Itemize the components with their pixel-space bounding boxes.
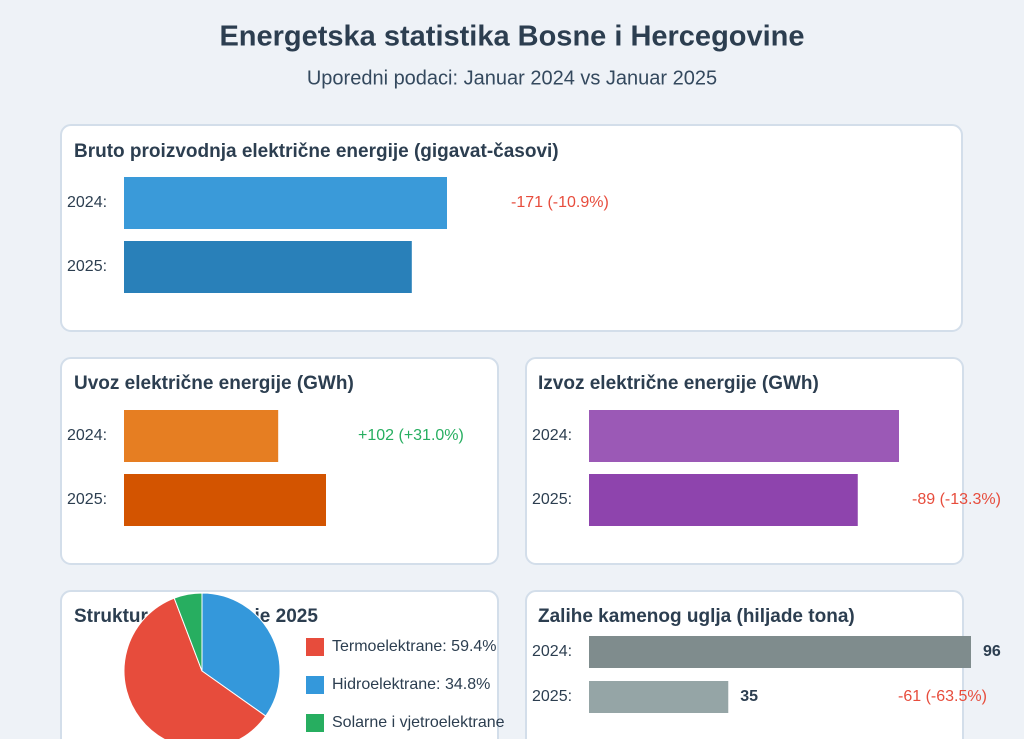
legend-label: Solarne i vjetroelektrane (332, 714, 505, 731)
bar (589, 410, 899, 462)
legend-label: Hidroelektrane: 34.8% (332, 676, 490, 693)
pie-slice (123, 597, 267, 739)
bar (589, 636, 971, 668)
pie-slice (173, 592, 203, 672)
bar (124, 241, 412, 293)
y-tick-label: 2024: (67, 427, 107, 444)
bar (589, 681, 729, 713)
page-title: Energetska statistika Bosne i Hercegovin… (219, 21, 804, 53)
y-tick-label: 2025: (67, 258, 107, 275)
bar (589, 474, 858, 526)
change-annotation: -61 (-63.5%) (898, 688, 987, 705)
legend-label: Termoelektrane: 59.4% (332, 638, 497, 655)
chart-title: Zalihe kamenog uglja (hiljade tona) (538, 606, 855, 627)
bar (124, 410, 279, 462)
pie-slice (201, 592, 281, 717)
bar (124, 474, 326, 526)
change-annotation: +102 (+31.0%) (358, 427, 464, 444)
y-tick-label: 2024: (532, 643, 572, 660)
chart-title: Bruto proizvodnja električne energije (g… (74, 141, 559, 162)
y-tick-label: 2025: (532, 491, 572, 508)
y-tick-label: 2025: (532, 688, 572, 705)
change-annotation: -171 (-10.9%) (511, 194, 609, 211)
chart-title: Uvoz električne energije (GWh) (74, 373, 354, 394)
data-label: 35 (740, 688, 758, 705)
change-annotation: -89 (-13.3%) (912, 491, 1001, 508)
legend-swatch (306, 638, 324, 656)
chart-title: Izvoz električne energije (GWh) (538, 373, 819, 394)
page-subtitle: Uporedni podaci: Januar 2024 vs Januar 2… (307, 67, 717, 89)
legend-swatch (306, 676, 324, 694)
data-label: 96 (983, 643, 1001, 660)
y-tick-label: 2025: (67, 491, 107, 508)
y-tick-label: 2024: (67, 194, 107, 211)
legend-swatch (306, 714, 324, 732)
bar (124, 177, 447, 229)
y-tick-label: 2024: (532, 427, 572, 444)
